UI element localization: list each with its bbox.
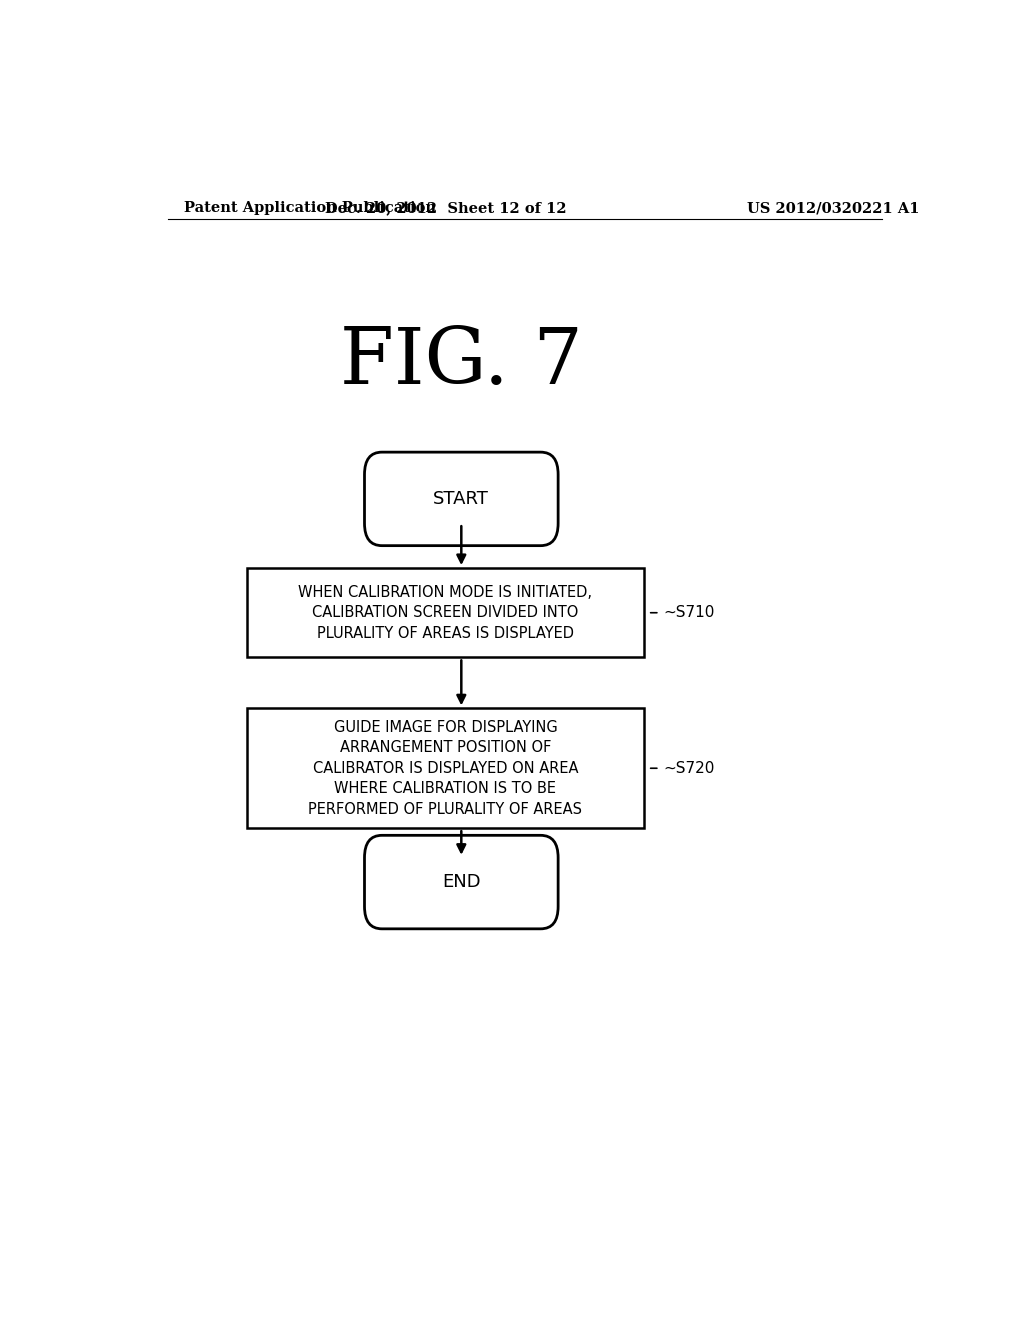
Bar <box>247 709 644 828</box>
Text: FIG. 7: FIG. 7 <box>340 323 583 400</box>
Text: Patent Application Publication: Patent Application Publication <box>183 201 435 215</box>
Text: GUIDE IMAGE FOR DISPLAYING
ARRANGEMENT POSITION OF
CALIBRATOR IS DISPLAYED ON AR: GUIDE IMAGE FOR DISPLAYING ARRANGEMENT P… <box>308 719 583 817</box>
Text: WHEN CALIBRATION MODE IS INITIATED,
CALIBRATION SCREEN DIVIDED INTO
PLURALITY OF: WHEN CALIBRATION MODE IS INITIATED, CALI… <box>298 585 593 640</box>
Text: ~S710: ~S710 <box>664 606 715 620</box>
FancyBboxPatch shape <box>365 453 558 545</box>
Text: START: START <box>433 490 489 508</box>
FancyBboxPatch shape <box>365 836 558 929</box>
Text: US 2012/0320221 A1: US 2012/0320221 A1 <box>748 201 920 215</box>
Text: END: END <box>442 873 480 891</box>
Text: Dec. 20, 2012  Sheet 12 of 12: Dec. 20, 2012 Sheet 12 of 12 <box>325 201 566 215</box>
Text: ~S720: ~S720 <box>664 760 715 776</box>
Bar <box>247 568 644 657</box>
